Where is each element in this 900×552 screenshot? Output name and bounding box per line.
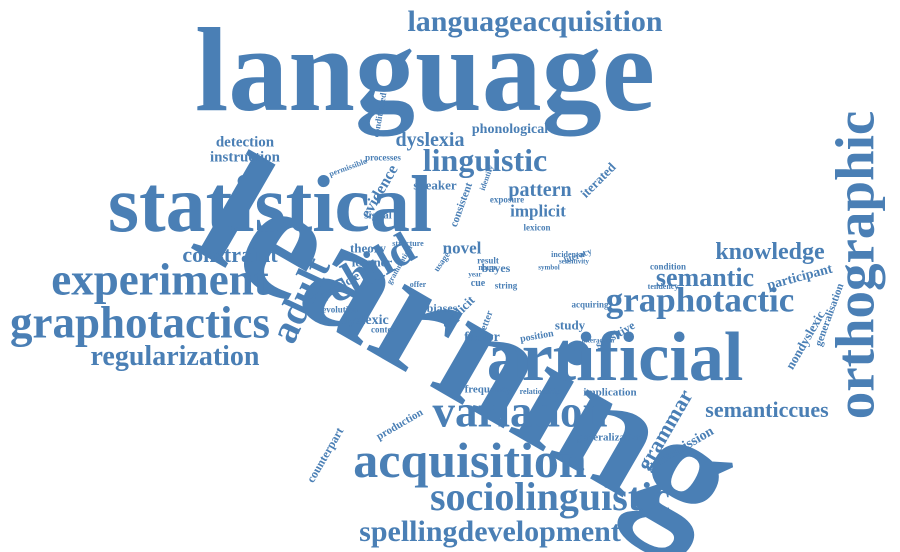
word-context: context	[371, 324, 399, 335]
word-orthographic: orthographic	[824, 110, 886, 420]
word-factor: factor	[464, 330, 500, 345]
word-instruction: instruction	[209, 149, 281, 166]
word-language: language	[194, 3, 656, 136]
word-lexicon: lexicon	[523, 222, 551, 233]
word-linguistic: linguistic	[422, 142, 548, 178]
word-constraint: constraint	[182, 242, 278, 267]
word-bayes: bayes	[481, 261, 511, 275]
word-interaction: interaction	[581, 336, 615, 345]
word-experiment: experiment	[51, 254, 269, 305]
word-phonological: phonological	[471, 122, 549, 137]
word-condition: condition	[649, 261, 687, 272]
word-symbol: symbol	[538, 263, 560, 272]
word-string: string	[494, 280, 518, 291]
word-generalization: generalization	[576, 431, 644, 444]
word-languageacquisition: languageacquisition	[407, 5, 663, 38]
word-novel: novel	[442, 238, 482, 258]
word-counterpart: counterpart	[303, 424, 347, 486]
word-graphotactics: graphotactics	[10, 297, 270, 348]
word-tendency: tendency	[647, 282, 679, 291]
word-noun: noun	[478, 263, 496, 272]
word-incidental: incidental	[551, 250, 585, 259]
word-acquisition: acquisition	[353, 432, 587, 488]
word-graphotactic: graphotactic	[605, 280, 795, 320]
word-artificial: artificial	[486, 319, 744, 396]
word-iterated: iterated	[577, 159, 619, 201]
word-pattern: pattern	[508, 179, 572, 201]
word-implicit: implicit	[510, 201, 566, 221]
word-structure: structure	[392, 239, 424, 248]
word-statistical: statistical	[107, 161, 433, 249]
word-dyslexia: dyslexia	[395, 129, 465, 151]
word-learner: learner	[351, 254, 393, 270]
word-exposure: exposure	[489, 194, 525, 205]
word-study: study	[554, 317, 586, 333]
word-variation: variation	[432, 386, 608, 437]
word-semanticcues: semanticcues	[705, 397, 829, 422]
word-offer: offer	[409, 280, 427, 289]
word-dyslexic: dyslexic	[341, 313, 389, 328]
word-relationship: relationship	[519, 387, 561, 396]
word-regularization: regularization	[90, 341, 260, 372]
word-evolution: evolution	[322, 304, 358, 315]
word-implication: implication	[583, 386, 637, 399]
word-sociolinguistic: sociolinguistic	[429, 474, 671, 519]
word-knowledge: knowledge	[715, 239, 825, 265]
word-frequency: frequency	[464, 383, 512, 396]
word-year: year	[468, 270, 482, 279]
word-biases: biases	[426, 301, 458, 315]
word-result: result	[477, 255, 499, 266]
word-cue: cue	[470, 278, 486, 289]
word-sensitivity: sensitivity	[559, 257, 589, 266]
word-spellingdevelopment: spellingdevelopment	[359, 515, 621, 548]
word-acquiring: acquiring	[571, 299, 609, 310]
word-detection: detection	[215, 134, 275, 151]
word-theory: theory	[349, 240, 387, 256]
word-signal: signal	[364, 209, 392, 222]
word-processes: processes	[365, 152, 401, 163]
word-speaker: speaker	[413, 177, 457, 193]
word-semantic: semantic	[655, 263, 755, 292]
